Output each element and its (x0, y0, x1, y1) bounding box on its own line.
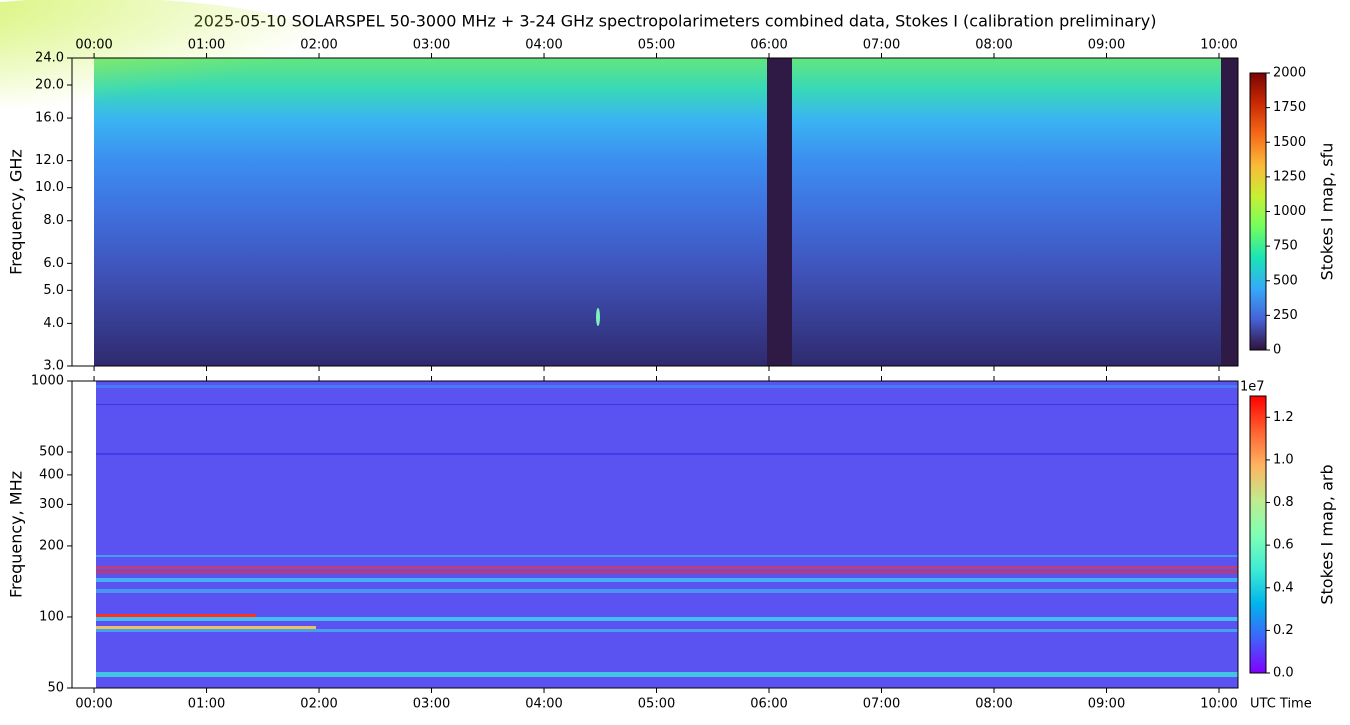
x-axis-label: UTC Time (1250, 697, 1312, 712)
spectrogram-mhz (72, 381, 1238, 688)
x-tick-label: 01:00 (188, 697, 225, 712)
colorbar-tick-label: 1.2 (1273, 410, 1294, 425)
colorbar-tick-label: 1000 (1273, 204, 1306, 219)
x-tick-label: 09:00 (1088, 697, 1125, 712)
colorbar-tick-label: 250 (1273, 308, 1298, 323)
colorbar-tick-label: 0.4 (1273, 580, 1294, 595)
x-tick-label: 00:00 (75, 697, 112, 712)
x-tick-label: 04:00 (525, 697, 562, 712)
x-tick-label: 05:00 (638, 697, 675, 712)
y-tick-label: 8.0 (43, 213, 64, 228)
colorbar-tick-label: 0 (1273, 343, 1281, 358)
colorbar-tick-label: 0.0 (1273, 666, 1294, 681)
colorbar (1249, 72, 1267, 351)
axes: 00:00 01:00 02:00 03:00 04:00 05:00 06:00 07:00… (7, 38, 1337, 712)
colorbar-label: Stokes I map, sfu (1318, 143, 1337, 281)
colorbar-tick-label: 1250 (1273, 169, 1306, 184)
y-tick-label: 16.0 (35, 111, 64, 126)
y-tick-label: 1000 (31, 374, 64, 389)
x-tick-label: 08:00 (975, 38, 1012, 53)
colorbar-tick-label: 1750 (1273, 100, 1306, 115)
x-tick-label: 05:00 (638, 38, 675, 53)
colorbar (1249, 395, 1267, 674)
x-tick-label: 08:00 (975, 697, 1012, 712)
x-tick-label: 02:00 (300, 38, 337, 53)
colorbar-label: Stokes I map, arb (1318, 464, 1337, 604)
colorbar-tick-label: 2000 (1273, 66, 1306, 81)
x-tick-label: 06:00 (750, 697, 787, 712)
y-tick-label: 3.0 (43, 359, 64, 374)
colorbar-tick-label: 500 (1273, 273, 1298, 288)
y-axis-label: Frequency, GHz (7, 149, 26, 275)
plot-frame (71, 380, 1239, 689)
colorbar-tick-label: 0.6 (1273, 538, 1294, 553)
x-tick-label: 07:00 (863, 697, 900, 712)
colorbar-tick-label: 750 (1273, 239, 1298, 254)
colorbar-tick-label: 1500 (1273, 135, 1306, 150)
y-tick-label: 100 (39, 609, 64, 624)
x-tick-label: 10:00 (1200, 38, 1237, 53)
x-tick-label: 04:00 (525, 38, 562, 53)
y-tick-label: 24.0 (35, 51, 64, 66)
y-tick-label: 200 (39, 538, 64, 553)
plot-frame (71, 57, 1239, 367)
x-tick-label: 10:00 (1200, 697, 1237, 712)
y-tick-label: 5.0 (43, 283, 64, 298)
y-tick-label: 400 (39, 467, 64, 482)
x-tick-label: 09:00 (1088, 38, 1125, 53)
colorbar-tick-label: 0.2 (1273, 623, 1294, 638)
x-tick-label: 03:00 (413, 697, 450, 712)
x-tick-label: 02:00 (300, 697, 337, 712)
y-tick-label: 300 (39, 497, 64, 512)
y-tick-label: 4.0 (43, 316, 64, 331)
colorbar-tick-label: 0.8 (1273, 495, 1294, 510)
y-tick-label: 500 (39, 445, 64, 460)
y-axis-label: Frequency, MHz (7, 471, 26, 598)
colorbar-tick-label: 1.0 (1273, 452, 1294, 467)
y-tick-label: 6.0 (43, 256, 64, 271)
figure-title: 2025-05-10 SOLARSPEL 50-3000 MHz + 3-24 … (194, 12, 1157, 31)
x-tick-label: 01:00 (188, 38, 225, 53)
x-tick-label: 03:00 (413, 38, 450, 53)
y-tick-label: 20.0 (35, 78, 64, 93)
y-tick-label: 10.0 (35, 180, 64, 195)
y-tick-label: 12.0 (35, 153, 64, 168)
y-tick-label: 50 (47, 681, 64, 696)
x-tick-label: 00:00 (75, 38, 112, 53)
spectrogram-ghz (0, 0, 1238, 366)
x-tick-label: 07:00 (863, 38, 900, 53)
x-tick-label: 06:00 (750, 38, 787, 53)
colorbar-offset: 1e7 (1240, 380, 1265, 395)
